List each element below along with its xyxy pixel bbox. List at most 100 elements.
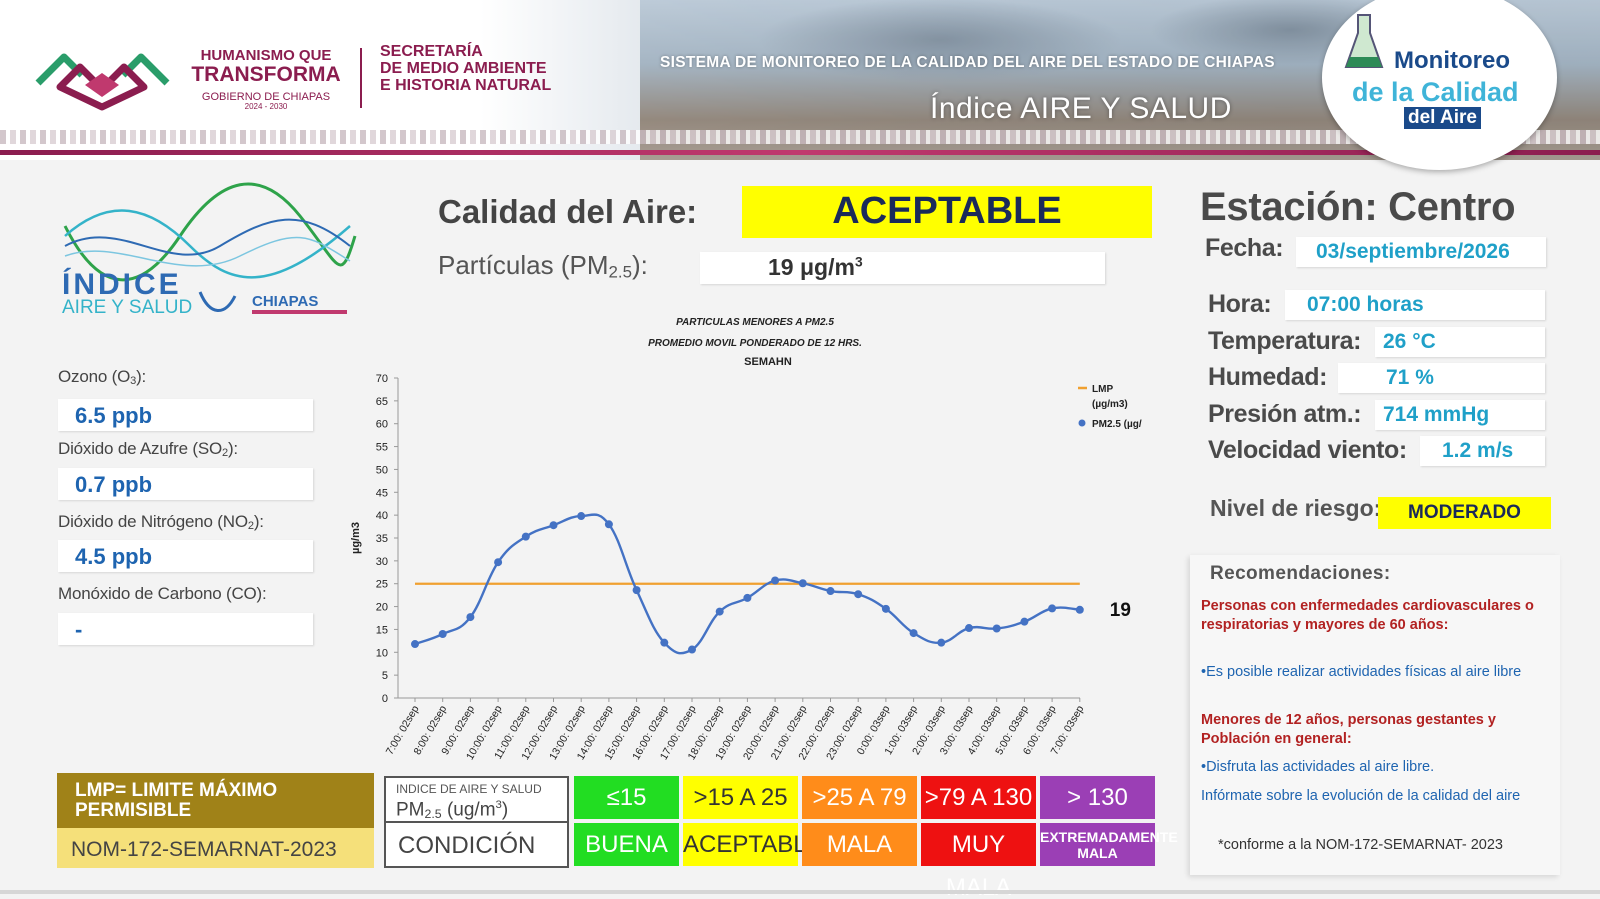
humedad-label: Humedad:	[1208, 363, 1328, 391]
recommendation-group-1: Personas con enfermedades cardiovascular…	[1201, 598, 1534, 633]
hora-box: 07:00 horas	[1285, 290, 1545, 320]
scale-condition-title: CONDICIÓN	[398, 832, 536, 859]
y-axis-label: µg/m3	[350, 522, 362, 554]
pm25-data-point	[632, 586, 641, 595]
co-value-box: -	[58, 613, 313, 645]
y-tick-label: 0	[382, 693, 388, 705]
header-stripe	[0, 150, 1600, 155]
chart-subtitle-2: SEMAHN	[744, 356, 792, 368]
temperatura-label: Temperatura:	[1208, 327, 1362, 355]
pm25-data-point	[965, 624, 973, 633]
so2-value: 0.7 ppb	[75, 472, 153, 497]
fecha-label: Fecha:	[1205, 234, 1284, 262]
pm25-data-point	[1048, 604, 1057, 613]
scale-range-buena: ≤15	[574, 776, 679, 819]
indice-chiapas: CHIAPAS	[252, 293, 318, 310]
logo-line1: Monitoreo	[1394, 47, 1510, 74]
ozono-value: 6.5 ppb	[75, 403, 153, 428]
ozono-value-box: 6.5 ppb	[58, 399, 313, 431]
pm25-data-point	[494, 558, 503, 567]
pm25-line-chart: PARTICULAS MENORES A PM2.5 PROMEDIO MOVIL…	[350, 317, 1142, 760]
scale-cond-mala: MALA	[802, 823, 917, 866]
viento-box: 1.2 m/s	[1420, 436, 1545, 466]
y-tick-label: 40	[376, 510, 388, 522]
lmp-title: LMP= LIMITE MÁXIMO PERMISIBLE	[75, 780, 278, 821]
y-tick-label: 10	[376, 647, 388, 659]
viento-label: Velocidad viento:	[1208, 436, 1407, 464]
air-quality-scale: INDICE DE AIRE Y SALUD PM2.5 (ug/m3) CON…	[384, 776, 1178, 899]
y-tick-label: 55	[376, 442, 388, 454]
pm25-data-point	[826, 587, 835, 596]
logo-line3: del Aire	[1404, 107, 1481, 129]
temperatura-value: 26 °C	[1383, 330, 1436, 353]
chart-subtitle: PROMEDIO MOVIL PONDERADO DE 12 HRS.	[648, 338, 862, 349]
recommendations-title: Recomendaciones:	[1210, 563, 1391, 584]
presion-box: 714 mmHg	[1375, 400, 1545, 430]
pm25-data-point	[854, 590, 863, 599]
temperatura-box: 26 °C	[1375, 327, 1545, 357]
recommendation-group-2: Menores de 12 años, personas gestantes y…	[1201, 712, 1496, 747]
secretaria-line3: E HISTORIA NATURAL	[380, 76, 552, 94]
hora-label: Hora:	[1208, 290, 1272, 318]
y-tick-label: 20	[376, 602, 388, 614]
indice-title: ÍNDICE	[62, 267, 182, 301]
gov-line3: GOBIERNO DE CHIAPAS	[201, 90, 331, 103]
humedad-value: 71 %	[1386, 366, 1434, 389]
recommendation-2: •Disfruta las actividades al aire libre.	[1201, 759, 1435, 775]
pm25-data-point	[881, 604, 890, 613]
chart-title: PARTICULAS MENORES A PM2.5	[676, 317, 834, 328]
pm25-data-point	[549, 521, 558, 530]
scale-index-unit: PM2.5 (ug/m3)	[396, 799, 509, 821]
recommendation-1: •Es posible realizar actividades físicas…	[1201, 664, 1522, 680]
so2-value-box: 0.7 ppb	[58, 468, 313, 500]
scale-cond-buena: BUENA	[574, 823, 679, 866]
pm25-data-point	[798, 579, 807, 588]
pm-value: 19 μg/m3	[768, 254, 863, 280]
legend-pm25-swatch	[1078, 419, 1086, 427]
calidad-value: ACEPTABLE	[832, 190, 1062, 232]
last-value-label: 19	[1110, 600, 1131, 621]
scale-cond-muy-mala: MUY MALA	[921, 823, 1036, 899]
y-tick-label: 65	[376, 396, 388, 408]
scale-range-aceptable: >15 A 25	[683, 776, 798, 819]
pm25-data-point	[438, 630, 447, 638]
y-tick-label: 50	[376, 464, 388, 476]
secretaria-line1: SECRETARÍA	[380, 43, 483, 60]
scale-range-muy-mala: >79 A 130	[921, 776, 1036, 819]
system-subtitle: Índice AIRE Y SALUD	[930, 92, 1232, 125]
riesgo-box: MODERADO	[1378, 497, 1551, 529]
logo-line2: de la Calidad	[1352, 77, 1519, 107]
lmp-nom: NOM-172-SEMARNAT-2023	[71, 838, 337, 861]
indice-subtitle: AIRE Y SALUD	[62, 297, 192, 318]
indice-aire-salud-logo: ÍNDICE AIRE Y SALUD CHIAPAS	[62, 182, 357, 318]
scale-index-title: INDICE DE AIRE Y SALUD	[396, 782, 542, 796]
y-tick-label: 60	[376, 419, 388, 431]
riesgo-label: Nivel de riesgo:	[1210, 495, 1382, 521]
lmp-nom-box: NOM-172-SEMARNAT-2023	[57, 828, 374, 868]
recommendation-3: Infórmate sobre la evolución de la calid…	[1201, 788, 1521, 804]
y-tick-label: 70	[376, 373, 388, 385]
pm25-data-point	[743, 593, 752, 602]
lmp-title-box: LMP= LIMITE MÁXIMO PERMISIBLE	[57, 773, 374, 828]
humedad-box: 71 %	[1338, 363, 1545, 393]
y-tick-label: 45	[376, 487, 388, 499]
pm25-data-point	[992, 624, 1001, 633]
secretaria-text: SECRETARÍA DE MEDIO AMBIENTE E HISTORIA …	[380, 43, 552, 94]
scale-range-mala: >25 A 79	[802, 776, 917, 819]
viento-value: 1.2 m/s	[1442, 439, 1514, 462]
no2-label: Dióxido de Nitrógeno (NO2):	[58, 512, 264, 533]
norm-note: *conforme a la NOM-172-SEMARNAT- 2023	[1218, 837, 1504, 853]
pm25-data-point	[411, 640, 419, 649]
y-tick-label: 15	[376, 624, 388, 636]
monitoreo-logo: Monitoreo de la Calidad del Aire	[1322, 0, 1557, 170]
fecha-box: 03/septiembre/2026	[1296, 237, 1546, 267]
fecha-value: 03/septiembre/2026	[1316, 240, 1510, 263]
no2-value-box: 4.5 ppb	[58, 540, 313, 572]
y-tick-label: 5	[382, 670, 388, 682]
pm25-data-point	[660, 638, 669, 647]
hora-value: 07:00 horas	[1307, 293, 1424, 316]
bottom-divider	[0, 890, 1600, 894]
legend-lmp-unit: (µg/m3)	[1092, 399, 1128, 410]
y-tick-label: 35	[376, 533, 388, 545]
scale-range-extremadamente-mala: > 130	[1040, 776, 1155, 819]
